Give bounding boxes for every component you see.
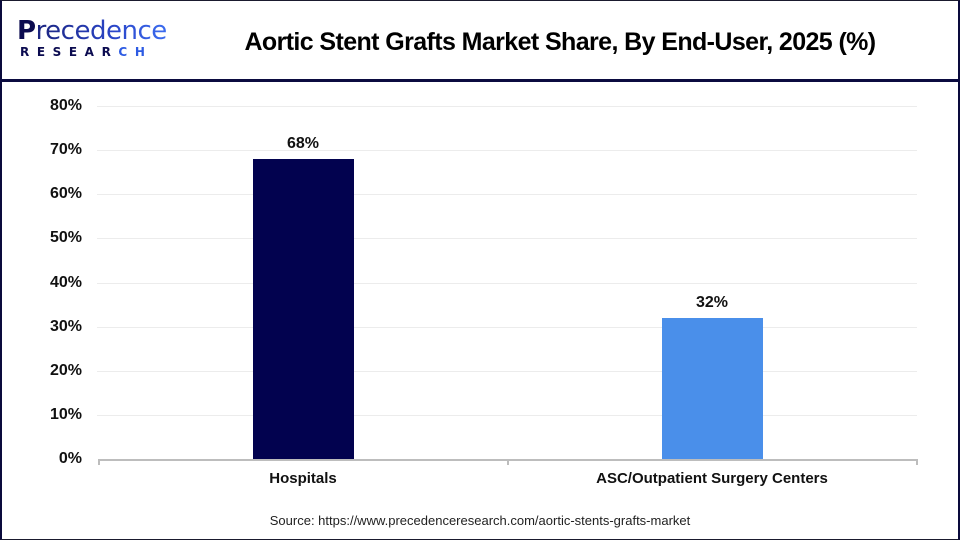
bar-value-label-hospitals: 68% xyxy=(286,135,320,152)
chart-title: Aortic Stent Grafts Market Share, By End… xyxy=(244,28,876,56)
gridline-50 xyxy=(97,238,917,239)
y-tick-label: 30% xyxy=(49,318,82,335)
x-axis-tick xyxy=(507,459,509,465)
y-tick-label: 80% xyxy=(49,97,82,114)
precedence-research-logo: Precedence RESEARCH xyxy=(17,18,167,62)
logo-subtitle-main: RESEAR xyxy=(20,45,119,59)
gridline-80 xyxy=(97,106,917,107)
header: Precedence RESEARCH Aortic Stent Grafts … xyxy=(0,0,960,80)
y-tick-label: 20% xyxy=(49,362,82,379)
logo-wordmark: Precedence xyxy=(17,18,167,44)
x-category-label-hospitals: Hospitals xyxy=(269,470,337,487)
x-axis-tick xyxy=(98,459,100,465)
gridline-30 xyxy=(97,327,917,328)
gridline-60 xyxy=(97,194,917,195)
gridline-20 xyxy=(97,371,917,372)
gridline-10 xyxy=(97,415,917,416)
gridline-40 xyxy=(97,283,917,284)
y-tick-label: 10% xyxy=(49,406,82,423)
bar-hospitals xyxy=(253,159,354,459)
header-separator xyxy=(0,79,960,82)
source-citation: Source: https://www.precedenceresearch.c… xyxy=(269,513,691,528)
bar-value-label-asc: 32% xyxy=(695,294,729,311)
logo-p-glyph: P xyxy=(17,16,36,46)
y-tick-label: 0% xyxy=(58,450,82,467)
x-axis-tick xyxy=(916,459,918,465)
y-tick-label: 60% xyxy=(49,185,82,202)
logo-subtitle-accent: CH xyxy=(118,45,153,59)
logo-subtitle: RESEARCH xyxy=(20,45,152,59)
x-category-label-asc: ASC/Outpatient Surgery Centers xyxy=(596,470,828,487)
y-tick-label: 70% xyxy=(49,141,82,158)
bar-asc-outpatient xyxy=(662,318,763,459)
logo-wordmark-text: recedence xyxy=(35,16,168,46)
y-tick-label: 50% xyxy=(49,229,82,246)
y-tick-label: 40% xyxy=(49,274,82,291)
gridline-70 xyxy=(97,150,917,151)
